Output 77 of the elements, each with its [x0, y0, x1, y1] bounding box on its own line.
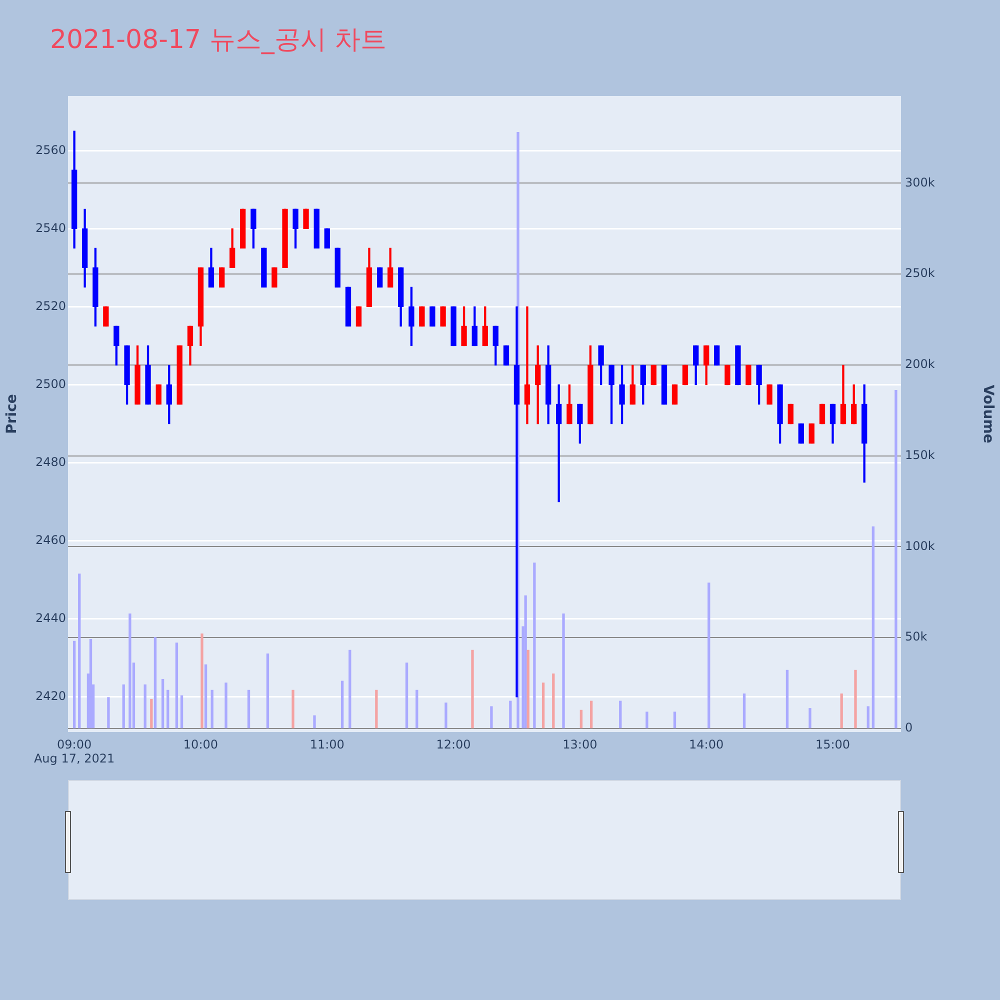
y2-tick-label: 50k	[905, 630, 928, 644]
bar	[416, 690, 418, 728]
bar	[210, 690, 214, 728]
bar	[562, 614, 565, 728]
bar	[854, 670, 857, 728]
bar	[72, 640, 76, 728]
bar	[166, 690, 170, 728]
bar	[247, 690, 250, 728]
bar	[872, 526, 875, 728]
bar	[348, 650, 352, 728]
y2-tick-label: 0	[905, 720, 913, 734]
chart-title: 2021-08-17 뉴스_공시 차트	[50, 24, 387, 57]
bar	[375, 690, 378, 728]
y2-axis-title: Volume	[980, 384, 996, 444]
bar	[866, 706, 870, 728]
bar	[590, 700, 593, 728]
y-tick-label: 2420	[35, 689, 66, 704]
x-tick-label: 09:00 Aug 17, 2021	[34, 737, 115, 766]
bar	[266, 654, 270, 728]
y-tick-label: 2520	[35, 298, 66, 313]
bar	[89, 638, 92, 728]
bar	[200, 634, 204, 728]
x-tick-label: 11:00	[310, 737, 344, 752]
bar	[552, 674, 555, 728]
y2-tick-label: 250k	[905, 266, 935, 280]
bar	[524, 595, 527, 728]
bar	[444, 702, 448, 728]
bar	[78, 574, 81, 728]
y-tick-label: 2480	[35, 454, 66, 469]
bar	[742, 694, 746, 728]
y-tick-label: 2560	[35, 142, 66, 157]
x-tick-label: 14:00	[689, 737, 724, 752]
bar	[708, 582, 710, 728]
y-axis-title: Price	[4, 394, 20, 434]
bar	[840, 694, 843, 728]
bar	[490, 706, 493, 728]
y-tick-label: 2540	[35, 220, 66, 235]
bar	[175, 642, 178, 728]
bar	[533, 562, 536, 728]
bar	[526, 650, 530, 728]
x-tick-label: 10:00	[183, 737, 218, 752]
y2-tick-label: 200k	[905, 357, 935, 372]
bar	[646, 712, 648, 728]
bar	[808, 708, 812, 728]
y2-tick-label: 150k	[905, 448, 935, 462]
bar	[122, 684, 125, 728]
y-tick-label: 2460	[35, 532, 66, 547]
bar	[313, 715, 316, 728]
bar	[128, 614, 132, 728]
y-tick-label: 2500	[35, 376, 66, 391]
bar	[340, 680, 344, 728]
candlestick	[524, 306, 530, 424]
bar	[509, 700, 512, 728]
bar	[542, 682, 545, 728]
bar	[405, 662, 408, 728]
bar	[292, 690, 294, 728]
bar	[107, 697, 110, 728]
y2-tick-label: 300k	[905, 175, 935, 190]
bar	[673, 712, 676, 728]
x-tick-label: 13:00	[562, 737, 598, 752]
bar	[224, 682, 228, 728]
bar	[786, 670, 789, 728]
bar	[144, 684, 146, 728]
bar	[180, 695, 184, 728]
bar	[154, 637, 157, 728]
bar	[580, 710, 583, 728]
candlestick	[556, 384, 562, 502]
bar	[204, 664, 208, 728]
bar	[619, 700, 622, 728]
bar	[894, 390, 898, 728]
bar	[150, 698, 153, 728]
x-tick-label: 15:00	[815, 737, 850, 752]
y-tick-label: 2440	[35, 610, 66, 625]
x-tick-label: 12:00	[436, 737, 471, 752]
bar	[471, 650, 474, 728]
y2-tick-label: 100k	[905, 538, 935, 553]
bar	[161, 678, 164, 728]
